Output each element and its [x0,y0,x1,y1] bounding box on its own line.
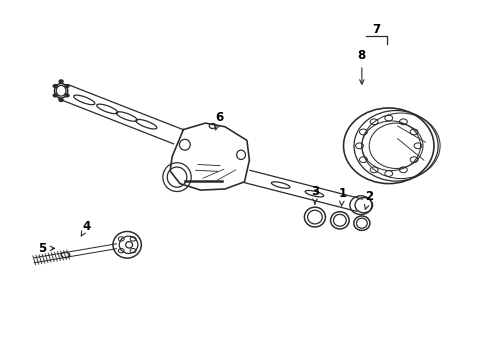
Circle shape [53,85,57,87]
Circle shape [53,94,57,97]
Text: 5: 5 [39,242,55,255]
Text: 3: 3 [310,185,318,204]
Text: 6: 6 [214,111,223,130]
Text: 4: 4 [81,220,91,236]
Circle shape [59,80,63,83]
Text: 7: 7 [372,23,380,36]
Circle shape [65,85,69,87]
Circle shape [59,99,63,102]
Text: 2: 2 [364,190,372,209]
Text: 1: 1 [338,187,346,206]
Circle shape [65,94,69,97]
Text: 8: 8 [357,49,365,84]
